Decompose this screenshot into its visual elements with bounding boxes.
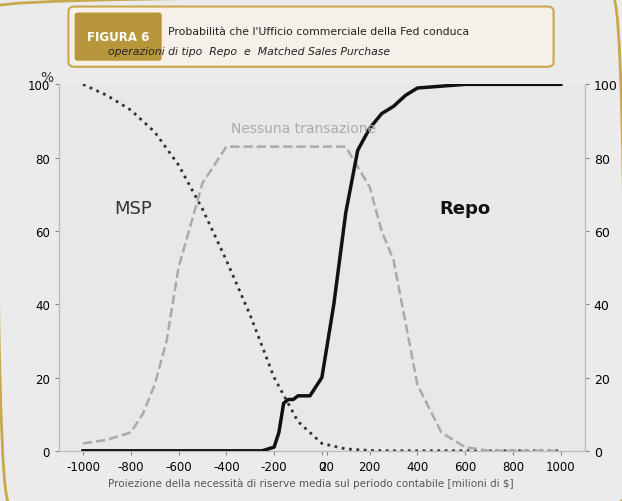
Text: Proiezione della necessità di riserve media sul periodo contabile [milioni di $]: Proiezione della necessità di riserve me… <box>108 478 514 488</box>
Text: FIGURA 6: FIGURA 6 <box>87 31 149 44</box>
Text: MSP: MSP <box>114 199 152 217</box>
Text: Probabilità che l'Ufficio commerciale della Fed conduca: Probabilità che l'Ufficio commerciale de… <box>168 27 469 37</box>
FancyBboxPatch shape <box>68 8 554 68</box>
Text: operazioni di tipo  Repo  e  Matched Sales Purchase: operazioni di tipo Repo e Matched Sales … <box>108 47 390 57</box>
FancyBboxPatch shape <box>75 14 162 62</box>
Text: Nessuna transazione: Nessuna transazione <box>231 122 376 136</box>
Text: Repo: Repo <box>439 199 490 217</box>
Text: %: % <box>40 71 53 85</box>
